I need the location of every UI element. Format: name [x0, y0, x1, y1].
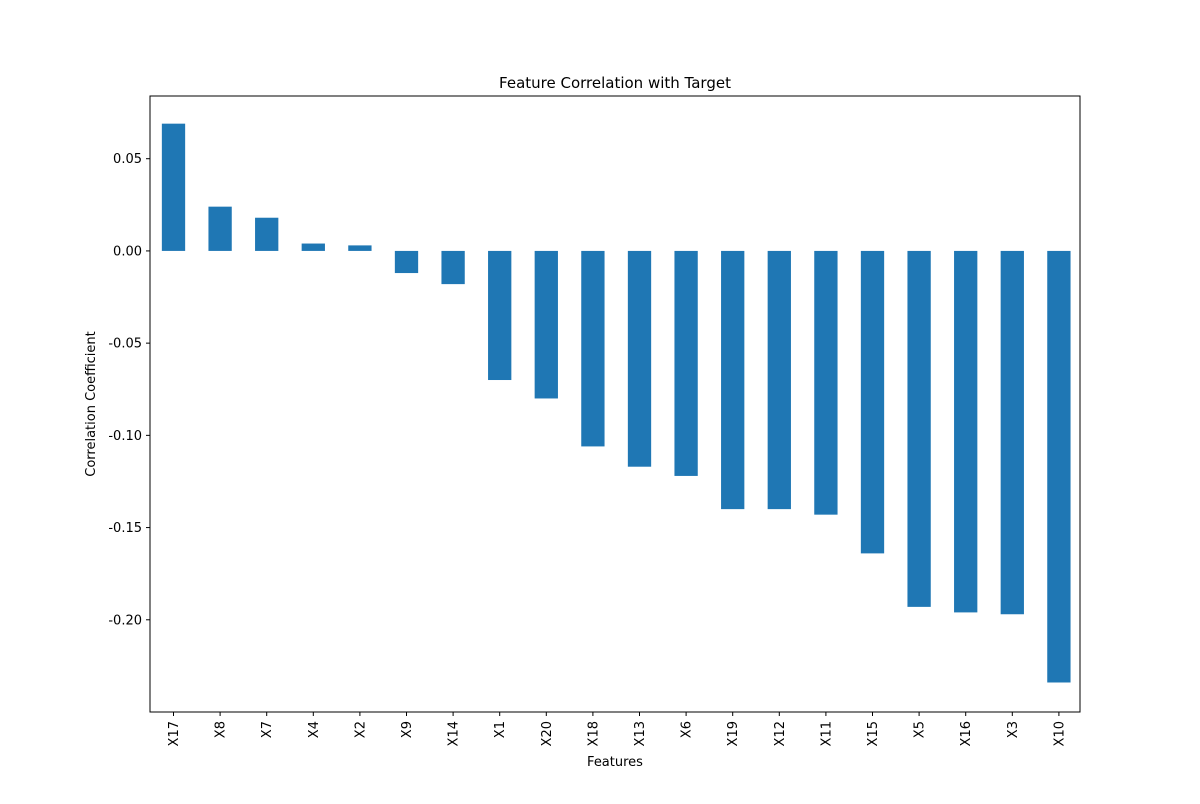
bar-x14	[441, 250, 465, 285]
bar-x12	[767, 250, 791, 510]
y-axis: 0.05 0.00 -0.05 -0.10 -0.15 -0.20	[108, 152, 150, 628]
plot-frame	[149, 95, 1081, 713]
x-tick-label: X20	[540, 721, 555, 746]
bar-x3	[1000, 250, 1024, 615]
bar-x11	[814, 250, 838, 515]
bar-x16	[954, 250, 978, 613]
x-tick-label: X10	[1052, 721, 1067, 746]
x-tick-label: X11	[819, 721, 834, 746]
x-tick-label: X16	[959, 721, 974, 746]
x-tick-label: X17	[167, 721, 182, 746]
x-tick-label: X12	[773, 721, 788, 746]
x-tick-label: X2	[353, 721, 368, 738]
x-axis-title: Features	[587, 755, 643, 770]
x-tick-label: X7	[260, 721, 275, 738]
x-tick-label: X3	[1006, 721, 1021, 738]
x-tick-label: X18	[586, 721, 601, 746]
x-tick-label: X1	[493, 721, 508, 738]
x-tick-label: X15	[866, 721, 881, 746]
bar-x17	[161, 123, 186, 251]
x-tick-label: X14	[447, 721, 462, 746]
y-tick-label: 0.05	[113, 152, 142, 167]
bar-x18	[581, 250, 605, 447]
y-tick-label: -0.15	[108, 521, 142, 536]
x-tick-label: X5	[913, 721, 928, 738]
x-tick-label: X4	[307, 721, 322, 738]
bar-x5	[907, 250, 931, 607]
chart-title: Feature Correlation with Target	[499, 74, 731, 92]
bar-x9	[394, 250, 419, 274]
bars-layer	[161, 123, 1071, 683]
bar-x4	[301, 243, 325, 251]
bar-x13	[627, 250, 652, 467]
x-axis: X17 X8 X7 X4 X2 X9 X14 X1 X20 X18 X13 X6 X19 X12 X11 X1…	[167, 712, 1067, 746]
bar-x19	[721, 250, 745, 510]
bar-x10	[1047, 250, 1071, 683]
bar-x1	[488, 250, 512, 381]
y-tick-label: -0.10	[108, 429, 142, 444]
y-tick-label: 0.00	[113, 244, 142, 259]
y-axis-title: Correlation Coefficient	[84, 331, 99, 477]
bar-x2	[348, 245, 372, 251]
y-tick-label: -0.05	[108, 337, 142, 352]
bar-x6	[674, 250, 698, 476]
x-tick-label: X6	[680, 721, 695, 738]
x-tick-label: X13	[633, 721, 648, 746]
bar-x20	[534, 250, 558, 399]
bar-x15	[860, 250, 885, 554]
x-tick-label: X9	[400, 721, 415, 738]
y-tick-label: -0.20	[108, 613, 142, 628]
bar-x7	[255, 217, 279, 251]
x-tick-label: X19	[726, 721, 741, 746]
x-tick-label: X8	[214, 721, 229, 738]
bar-x8	[208, 206, 232, 251]
